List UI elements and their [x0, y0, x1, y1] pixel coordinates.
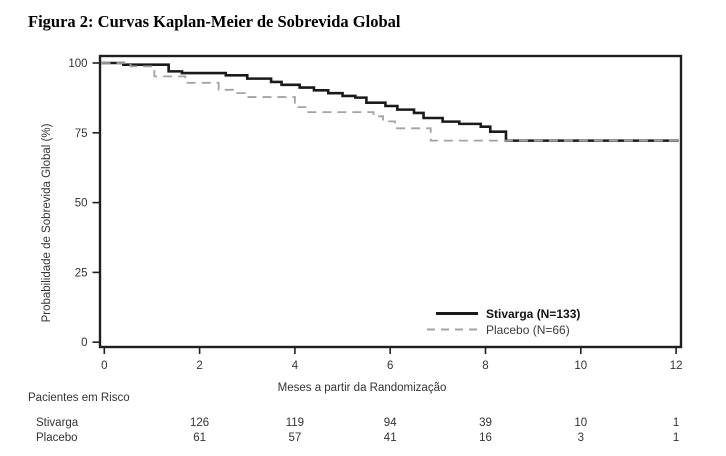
legend: Stivarga (N=133) Placebo (N=66) — [427, 307, 580, 337]
x-tick-label: 8 — [482, 360, 488, 372]
risk-value-placebo: 61 — [193, 432, 206, 444]
risk-value-placebo: 16 — [479, 432, 492, 444]
y-axis-label: Probabilidade de Sobrevida Global (%) — [41, 123, 53, 322]
legend-label-placebo: Placebo (N=66) — [486, 323, 570, 337]
x-tick-label: 4 — [292, 360, 299, 372]
survival-curve-stivarga — [101, 61, 679, 142]
legend-label-stivarga: Stivarga (N=133) — [486, 307, 580, 321]
risk-value-stivarga: 39 — [479, 417, 492, 429]
risk-value-placebo: 57 — [289, 432, 302, 444]
x-tick-label: 2 — [196, 360, 202, 372]
risk-value-placebo: 3 — [578, 432, 584, 444]
plot-frame — [98, 54, 683, 349]
risk-row-label-placebo: Placebo — [36, 432, 78, 444]
x-axis-label: Meses a partir da Randomização — [278, 382, 447, 394]
y-tick-label: 50 — [75, 198, 88, 210]
y-tick-label: 75 — [75, 128, 88, 140]
risk-value-stivarga: 119 — [286, 417, 304, 429]
risk-table-header: Pacientes em Risco — [28, 392, 130, 404]
x-axis-ticks: 0 2 4 6 8 10 12 — [101, 347, 683, 372]
risk-table: Pacientes em Risco Stivarga Placebo 126 1… — [28, 392, 679, 444]
risk-value-stivarga: 94 — [384, 417, 397, 429]
survival-curves — [101, 61, 679, 142]
risk-values: 126 119 94 39 10 1 61 57 41 16 3 1 — [190, 417, 679, 444]
risk-row-label-stivarga: Stivarga — [36, 417, 79, 429]
x-tick-label: 10 — [574, 360, 587, 372]
figure-title: Figura 2: Curvas Kaplan-Meier de Sobrevi… — [28, 12, 401, 31]
x-tick-label: 0 — [101, 360, 107, 372]
risk-value-stivarga: 126 — [190, 417, 209, 429]
x-tick-label: 12 — [670, 360, 683, 372]
x-tick-label: 6 — [387, 360, 393, 372]
y-tick-label: 25 — [75, 267, 88, 279]
survival-curve-placebo — [101, 62, 679, 142]
risk-value-stivarga: 10 — [574, 417, 587, 429]
risk-value-placebo: 1 — [673, 432, 679, 444]
risk-value-stivarga: 1 — [673, 417, 679, 429]
risk-value-placebo: 41 — [384, 432, 397, 444]
y-axis-ticks: 100 75 50 25 0 — [68, 58, 100, 349]
y-tick-label: 0 — [81, 337, 87, 349]
y-tick-label: 100 — [68, 58, 87, 70]
